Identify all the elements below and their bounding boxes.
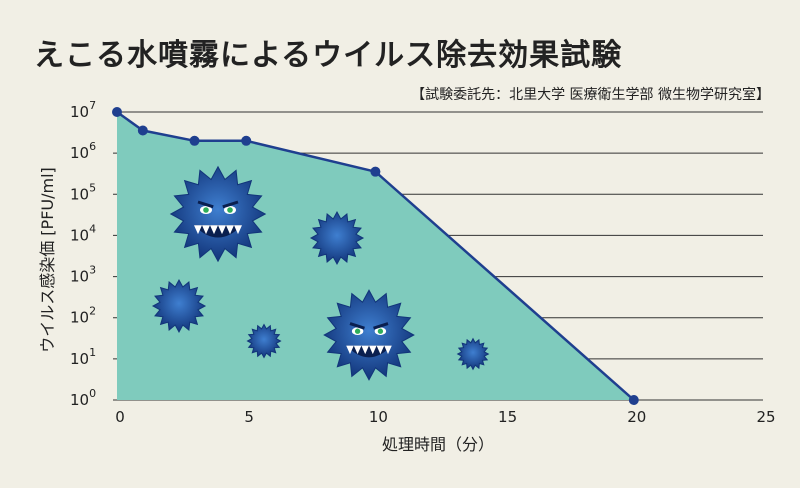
virus-body (246, 323, 282, 359)
virus-pupil (377, 328, 384, 334)
virus-icon (246, 323, 282, 359)
y-tick-label: 107 (70, 99, 96, 121)
data-point (137, 125, 148, 136)
y-tick-base: 10 (70, 144, 89, 162)
chart-title: えこる水噴霧によるウイルス除去効果試験 (34, 38, 623, 73)
y-tick-label: 103 (70, 264, 96, 286)
y-tick-label: 100 (70, 387, 96, 409)
x-axis-label: 処理時間（分） (382, 435, 494, 454)
series-line (116, 110, 635, 401)
data-points (112, 107, 639, 405)
y-tick-base: 10 (70, 350, 89, 368)
virus-brow (197, 200, 214, 209)
y-tick-label: 101 (70, 346, 96, 368)
x-tick-label: 15 (498, 408, 517, 426)
data-point (241, 135, 252, 146)
virus-icon (151, 278, 207, 334)
virus-icon (309, 210, 365, 266)
y-tick-label: 104 (70, 222, 96, 244)
data-point (370, 166, 381, 177)
virus-brow (373, 322, 389, 330)
x-tick-label: 0 (115, 408, 125, 426)
y-tick-exponent: 6 (89, 140, 96, 153)
y-tick-base: 10 (70, 103, 89, 121)
x-tick-label: 5 (244, 408, 254, 426)
x-tick-label: 25 (756, 408, 775, 426)
virus-body (323, 289, 415, 381)
virus-pupil (227, 207, 233, 213)
y-tick-base: 10 (70, 226, 89, 244)
virus-icon (456, 337, 490, 371)
y-tick-base: 10 (70, 309, 89, 327)
virus-face-icon (169, 165, 267, 263)
y-tick-exponent: 0 (89, 387, 96, 400)
y-tick-label: 106 (70, 140, 96, 162)
virus-brow (349, 322, 365, 330)
virus-teeth (194, 225, 242, 235)
virus-pupil (354, 328, 361, 334)
x-tick-labels: 0 5 10 15 20 25 (115, 408, 775, 426)
y-tick-exponent: 3 (89, 264, 96, 277)
y-tick-exponent: 7 (89, 99, 96, 112)
virus-face-icon (323, 289, 415, 381)
chart-subtitle: 【試験委託先：北里大学 医療衛生学部 微生物学研究室】 (411, 87, 770, 103)
y-tick-exponent: 4 (89, 222, 96, 235)
x-tick-label: 20 (627, 408, 646, 426)
virus-body (151, 278, 207, 334)
data-point (628, 395, 639, 405)
virus-decorations (151, 165, 490, 381)
x-tick-label: 10 (369, 408, 388, 426)
y-tick-exponent: 2 (89, 305, 96, 318)
virus-teeth (346, 345, 392, 355)
virus-pupil (203, 207, 209, 213)
y-tick-exponent: 1 (89, 346, 96, 359)
data-point (112, 107, 122, 117)
virus-body (169, 165, 267, 263)
virus-body (456, 337, 490, 371)
y-tick-base: 10 (70, 268, 89, 286)
data-point (189, 135, 200, 146)
y-axis-label: ウイルス感染価 [PFU/ml] (38, 167, 57, 353)
y-tick-label: 105 (70, 181, 96, 203)
y-tick-exponent: 5 (89, 181, 96, 194)
virus-brow (222, 200, 239, 209)
y-tick-label: 102 (70, 305, 96, 327)
virus-body (309, 210, 365, 266)
series-line-layer (116, 110, 635, 401)
y-tick-base: 10 (70, 185, 89, 203)
y-tick-base: 10 (70, 391, 89, 409)
